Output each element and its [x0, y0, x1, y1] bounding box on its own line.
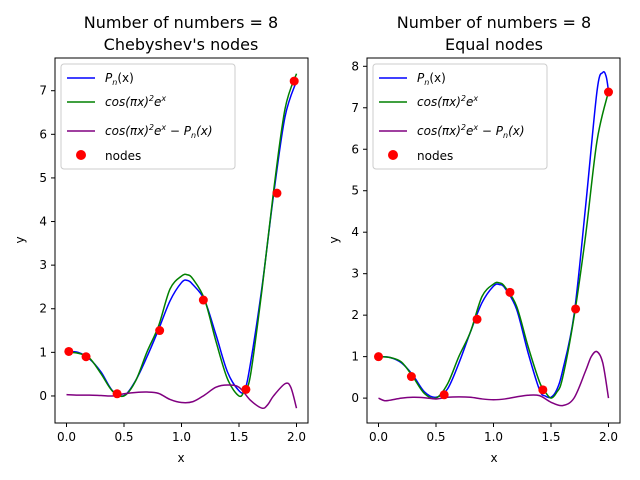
left-subplot: Number of numbers = 8 Chebyshev's nodes …	[13, 13, 309, 465]
left-legend: Pn(x) cos(πx)2ex cos(πx)2ex − Pn(x) node…	[60, 63, 236, 170]
left-ytick-label: 7	[39, 84, 47, 98]
right-ytick-label: 0	[351, 391, 359, 405]
left-series-layer	[66, 73, 298, 410]
right-node-point	[505, 287, 515, 297]
left-xtick-label: 0.0	[57, 430, 76, 444]
left-legend-label-nodes: nodes	[105, 149, 141, 163]
right-node-point	[604, 87, 613, 97]
right-legend-box	[372, 63, 548, 170]
left-legend-marker-nodes	[76, 150, 86, 160]
left-title-line2: Chebyshev's nodes	[104, 35, 259, 54]
right-legend: Pn(x) cos(πx)2ex cos(πx)2ex − Pn(x) node…	[372, 63, 548, 170]
right-node-point	[571, 304, 581, 314]
right-ytick-label: 8	[351, 59, 359, 73]
left-node-point	[155, 326, 165, 336]
right-difference-curve	[378, 350, 610, 407]
right-ytick-label: 1	[351, 350, 359, 364]
right-xlabel: x	[490, 451, 497, 465]
right-subplot: Number of numbers = 8 Equal nodes 0.0 0.5…	[327, 13, 621, 465]
left-ytick-label: 3	[39, 258, 47, 272]
right-node-point	[472, 314, 482, 324]
left-xtick-label: 2.0	[287, 430, 306, 444]
left-yticks: 0 1 2 3 4 5 6 7	[39, 84, 55, 403]
right-title-line1: Number of numbers = 8	[397, 13, 591, 32]
left-xlabel: x	[177, 451, 184, 465]
right-node-point	[374, 352, 383, 362]
right-ytick-label: 2	[351, 308, 359, 322]
left-xtick-label: 0.5	[114, 430, 133, 444]
right-ytick-label: 5	[351, 184, 359, 198]
left-node-point	[289, 76, 299, 86]
left-ylabel: y	[13, 236, 27, 243]
right-title-line2: Equal nodes	[445, 35, 543, 54]
right-node-point	[538, 385, 548, 395]
right-axes-frame	[366, 57, 621, 424]
right-xtick-label: 1.5	[541, 430, 560, 444]
right-ytick-label: 6	[351, 142, 359, 156]
left-xticks: 0.0 0.5 1.0 1.5 2.0	[57, 423, 306, 444]
right-nodes-layer	[374, 87, 613, 400]
right-ytick-label: 3	[351, 267, 359, 281]
left-legend-label-diff: cos(πx)2ex − Pn(x)	[105, 123, 213, 140]
left-ytick-label: 4	[39, 215, 47, 229]
right-function-curve	[378, 91, 610, 400]
left-xtick-label: 1.0	[172, 430, 191, 444]
left-ytick-label: 1	[39, 345, 47, 359]
left-legend-label-pn: Pn(x)	[105, 71, 134, 87]
right-legend-label-pn: Pn(x)	[417, 71, 446, 87]
left-legend-box	[60, 63, 236, 170]
right-legend-label-diff: cos(πx)2ex − Pn(x)	[417, 123, 525, 140]
left-ytick-label: 0	[39, 389, 47, 403]
left-node-point	[241, 384, 251, 394]
right-pn-curve	[378, 70, 610, 399]
left-node-point	[198, 295, 208, 305]
left-ytick-label: 2	[39, 302, 47, 316]
left-legend-label-func: cos(πx)2ex	[105, 94, 166, 109]
left-ytick-label: 5	[39, 171, 47, 185]
right-xtick-label: 0.0	[369, 430, 388, 444]
right-legend-label-nodes: nodes	[417, 149, 453, 163]
left-node-point	[112, 389, 122, 399]
right-ylabel: y	[327, 236, 341, 243]
right-yticks: 0 1 2 3 4 5 6 7 8	[351, 59, 367, 405]
right-node-point	[406, 372, 416, 382]
left-xtick-label: 1.5	[229, 430, 248, 444]
right-ytick-label: 4	[351, 225, 359, 239]
right-xticks: 0.0 0.5 1.0 1.5 2.0	[369, 423, 618, 444]
left-nodes-layer	[64, 76, 299, 399]
left-ytick-label: 6	[39, 127, 47, 141]
left-title-line1: Number of numbers = 8	[84, 13, 278, 32]
right-xtick-label: 2.0	[599, 430, 618, 444]
left-function-curve	[66, 73, 298, 398]
left-difference-curve	[66, 382, 298, 410]
right-node-point	[439, 390, 449, 400]
right-legend-marker-nodes	[388, 150, 398, 160]
left-node-point	[272, 188, 282, 198]
right-legend-label-func: cos(πx)2ex	[417, 94, 478, 109]
left-axes-frame	[54, 57, 309, 424]
right-ytick-label: 7	[351, 101, 359, 115]
right-xtick-label: 1.0	[484, 430, 503, 444]
left-node-point	[81, 352, 91, 362]
right-series-layer	[378, 70, 610, 407]
left-node-point	[64, 346, 74, 356]
right-xtick-label: 0.5	[426, 430, 445, 444]
